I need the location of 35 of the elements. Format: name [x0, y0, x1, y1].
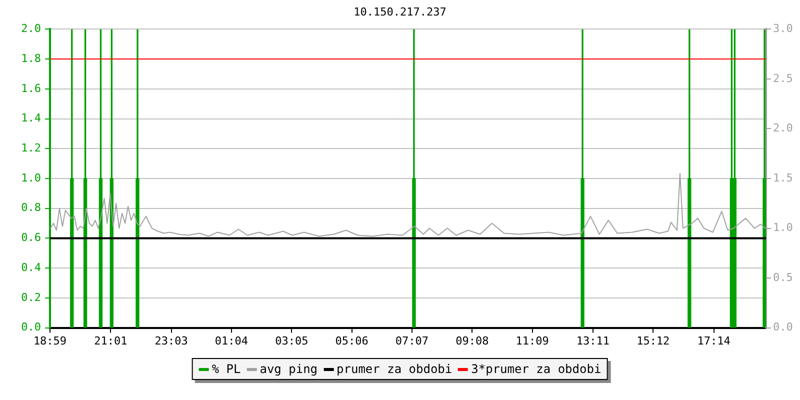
- y-tick-label: 0.4: [21, 260, 42, 274]
- y-tick-label: 0.0: [21, 320, 41, 334]
- y2-tick-label: 2.5: [773, 72, 793, 85]
- y2-tick-label: 2.0: [773, 122, 793, 135]
- y-tick-label: 2.0: [21, 22, 41, 36]
- y-tick-label: 0.6: [21, 231, 41, 244]
- x-tick-label: 21:01: [94, 334, 128, 348]
- x-tick-label: 09:08: [456, 334, 489, 348]
- x-tick-label: 03:05: [275, 334, 308, 348]
- x-tick-label: 18:59: [33, 334, 67, 348]
- y-tick-label: 1.8: [21, 52, 41, 65]
- x-tick-label: 05:06: [335, 334, 368, 348]
- y2-tick-label: 1.5: [773, 171, 793, 184]
- y-tick-label: 1.0: [21, 171, 41, 184]
- y-tick-label: 1.6: [21, 82, 41, 95]
- x-tick-label: 17:14: [697, 334, 731, 348]
- y2-tick-label: 0.5: [773, 270, 793, 284]
- x-tick-label: 11:09: [516, 334, 549, 348]
- y-tick-label: 1.4: [21, 112, 42, 125]
- x-tick-label: 07:07: [395, 334, 429, 348]
- legend-label: % PL: [210, 362, 241, 376]
- x-tick-label: 23:03: [154, 334, 188, 348]
- chart-title: 10.150.217.237: [354, 5, 446, 18]
- legend-label: 3*prumer za obdobi: [470, 362, 602, 376]
- y-tick-label: 0.2: [21, 290, 41, 304]
- y2-tick-label: 1.0: [773, 221, 793, 234]
- x-tick-label: 13:11: [576, 334, 610, 348]
- x-tick-label: 15:12: [636, 334, 670, 348]
- legend-label: prumer za obdobi: [336, 362, 452, 376]
- y2-tick-label: 3.0: [773, 22, 793, 36]
- y-tick-label: 0.8: [21, 201, 41, 214]
- legend-label: avg ping: [258, 362, 318, 376]
- x-tick-label: 01:04: [214, 334, 248, 348]
- y2-tick-label: 0.0: [773, 320, 793, 334]
- y-tick-label: 1.2: [21, 142, 41, 154]
